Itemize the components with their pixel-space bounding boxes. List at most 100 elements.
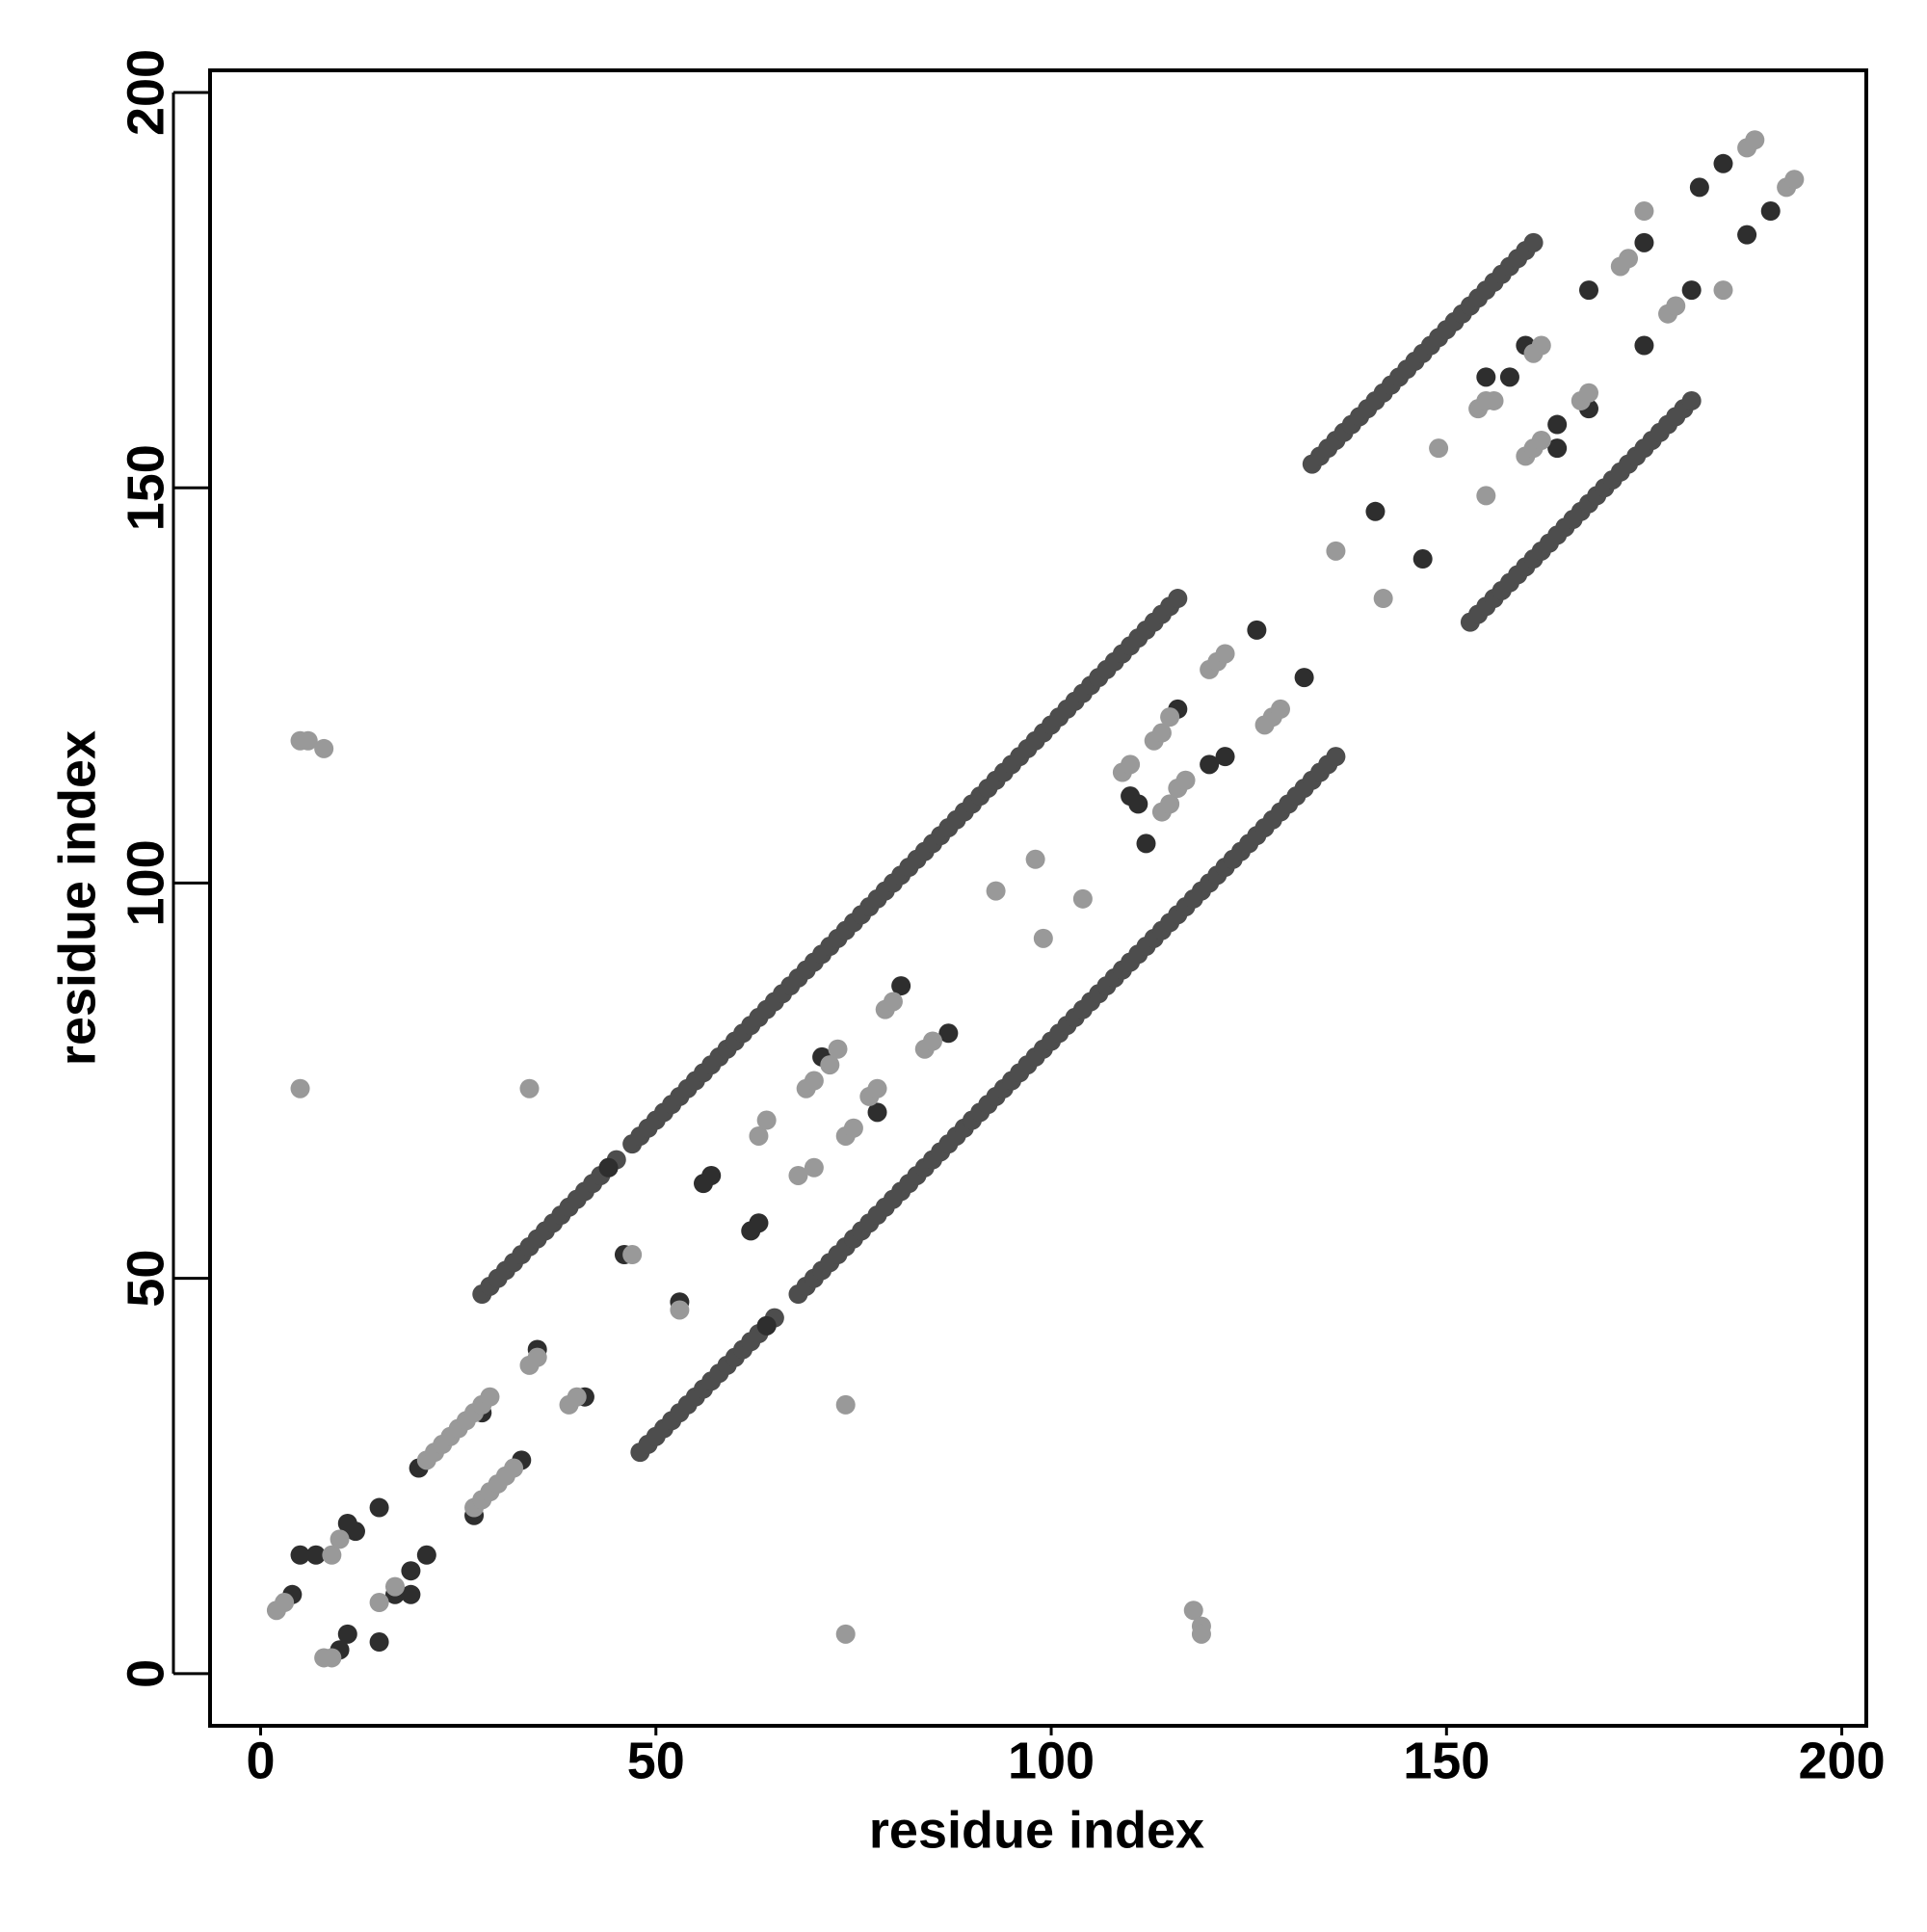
point	[1476, 367, 1496, 387]
point	[369, 1497, 389, 1518]
y-tick-label: 50	[117, 1250, 174, 1308]
point	[1737, 225, 1757, 245]
point	[938, 1023, 959, 1044]
point	[1531, 430, 1551, 450]
point	[1215, 747, 1235, 767]
point	[1634, 335, 1654, 356]
point	[314, 738, 334, 758]
point	[480, 1387, 500, 1407]
y-tick-label: 200	[117, 49, 174, 136]
point	[1619, 249, 1639, 269]
point	[867, 1078, 887, 1098]
point	[1175, 770, 1196, 790]
point	[305, 1545, 326, 1565]
point	[1294, 668, 1314, 688]
point	[1128, 794, 1148, 814]
point	[1365, 501, 1386, 521]
point	[504, 1458, 524, 1478]
point	[1578, 280, 1598, 301]
point	[1634, 232, 1654, 252]
point	[788, 1165, 808, 1185]
x-tick-label: 50	[627, 1732, 685, 1789]
point	[1547, 438, 1568, 459]
point	[1499, 367, 1519, 387]
point	[1191, 1624, 1211, 1644]
point	[1531, 335, 1551, 356]
point	[1666, 296, 1686, 316]
point	[1523, 232, 1544, 252]
point	[598, 1157, 619, 1178]
point	[891, 976, 911, 996]
point	[1121, 754, 1141, 775]
point	[922, 1031, 942, 1051]
point	[1745, 130, 1765, 150]
point	[1689, 177, 1709, 198]
point	[756, 1315, 777, 1336]
y-tick-label: 150	[117, 444, 174, 531]
y-axis-title: residue index	[48, 730, 106, 1066]
point	[1634, 201, 1654, 222]
point	[1247, 620, 1267, 640]
point	[749, 1125, 769, 1146]
point	[804, 1157, 824, 1178]
y-tick-label: 0	[117, 1659, 174, 1688]
point	[701, 1165, 722, 1185]
point	[1412, 549, 1433, 569]
point	[828, 1039, 848, 1059]
point	[1429, 438, 1449, 459]
point	[867, 1102, 887, 1123]
point	[1784, 170, 1805, 190]
point	[345, 1522, 365, 1542]
point	[369, 1593, 389, 1613]
point	[416, 1545, 436, 1565]
point	[1578, 383, 1598, 403]
point	[1072, 888, 1093, 909]
point	[298, 730, 318, 751]
plot-frame	[208, 68, 1868, 1728]
point	[401, 1561, 421, 1581]
point	[275, 1593, 295, 1613]
x-tick-label: 150	[1403, 1732, 1490, 1789]
y-tick-label: 100	[117, 839, 174, 926]
point	[1033, 928, 1053, 948]
point	[401, 1584, 421, 1604]
point	[322, 1648, 342, 1668]
x-axis-title: residue index	[869, 1801, 1204, 1859]
point	[1160, 707, 1180, 728]
point	[322, 1545, 342, 1565]
point	[1681, 280, 1702, 301]
point	[527, 1347, 547, 1367]
point	[804, 1071, 824, 1091]
point	[385, 1576, 406, 1597]
point	[519, 1078, 540, 1098]
point	[622, 1245, 643, 1265]
point	[835, 1624, 856, 1644]
point	[756, 1110, 777, 1130]
point	[1136, 834, 1156, 854]
point	[1484, 390, 1504, 410]
point	[820, 1055, 840, 1075]
point	[749, 1213, 769, 1233]
point	[1547, 414, 1568, 435]
point	[1373, 589, 1393, 609]
point	[1215, 644, 1235, 664]
point	[670, 1300, 690, 1320]
point	[369, 1632, 389, 1653]
point	[1713, 153, 1733, 173]
point	[843, 1118, 863, 1138]
point	[1168, 589, 1188, 609]
point	[835, 1394, 856, 1415]
point	[1760, 201, 1781, 222]
point	[1183, 1601, 1203, 1621]
x-tick-label: 0	[246, 1732, 275, 1789]
point	[1200, 754, 1220, 775]
point	[1476, 486, 1496, 506]
point	[1270, 699, 1290, 719]
point	[290, 1078, 310, 1098]
point	[290, 1545, 310, 1565]
point	[330, 1529, 350, 1549]
point	[1160, 794, 1180, 814]
x-tick-label: 200	[1799, 1732, 1886, 1789]
